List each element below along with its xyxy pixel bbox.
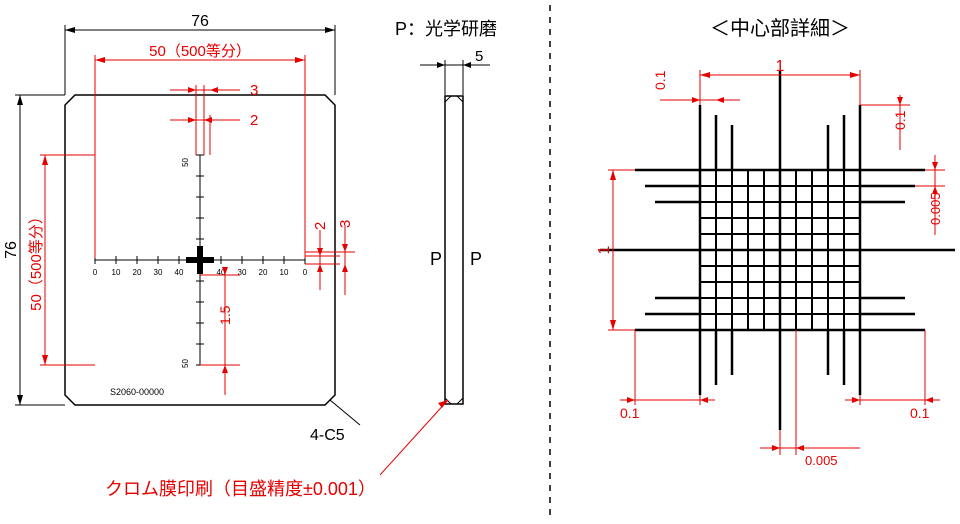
ruler-label: 50 — [181, 157, 190, 166]
dim-1-top: 1 — [776, 58, 785, 75]
dim-01-br: 0.1 — [910, 405, 930, 421]
chamfer-label: 4-C5 — [310, 427, 345, 444]
ruler-label: 30 — [238, 268, 247, 277]
side-outline — [445, 96, 463, 404]
dim-0005-r: 0.005 — [928, 192, 943, 225]
ruler-label: 20 — [133, 268, 142, 277]
ruler-label: 50 — [181, 359, 190, 368]
P-left: P — [430, 249, 442, 269]
dim-50-left: 50（500等分） — [27, 209, 45, 311]
ruler-label: 40 — [175, 268, 184, 277]
dim-50-top: 50（500等分） — [149, 42, 251, 60]
side-view: P：光学研磨 5 P P クロム膜印刷（目盛精度±0.001） — [105, 19, 497, 499]
detail-view: ＜中心部詳細＞ — [596, 17, 955, 468]
thickness-5: 5 — [475, 48, 483, 65]
ruler-label: 0 — [93, 268, 98, 277]
ruler-label: 10 — [112, 268, 121, 277]
part-number: S2060-00000 — [110, 387, 164, 397]
ruler-label: 30 — [154, 268, 163, 277]
dim-3-r: 3 — [337, 220, 354, 228]
dim-1-left: 1 — [596, 245, 613, 254]
P-right: P — [470, 249, 482, 269]
ruler-label: 20 — [259, 268, 268, 277]
dim-0005-b: 0.005 — [805, 453, 838, 468]
dim-76-left: 76 — [3, 241, 20, 259]
dim-01-tr: 0.1 — [892, 110, 908, 130]
dim-3: 3 — [250, 82, 258, 99]
ruler-label: 0 — [303, 268, 308, 277]
dim-2-r: 2 — [312, 222, 329, 230]
dim-76-top: 76 — [191, 13, 209, 30]
left-view: 0 10 20 30 40 40 30 20 10 0 50 50 S2060-… — [3, 13, 360, 444]
dim-1.5: 1.5 — [217, 305, 233, 325]
p-label: P：光学研磨 — [395, 19, 497, 39]
ruler-label: 10 — [280, 268, 289, 277]
chrome-note: クロム膜印刷（目盛精度±0.001） — [105, 479, 376, 499]
dim-2: 2 — [250, 112, 258, 129]
detail-title: ＜中心部詳細＞ — [710, 17, 850, 40]
dim-01-bl: 0.1 — [620, 405, 640, 421]
ruler-cross: 0 10 20 30 40 40 30 20 10 0 50 50 — [93, 155, 308, 368]
dim-01-tl: 0.1 — [652, 70, 668, 90]
